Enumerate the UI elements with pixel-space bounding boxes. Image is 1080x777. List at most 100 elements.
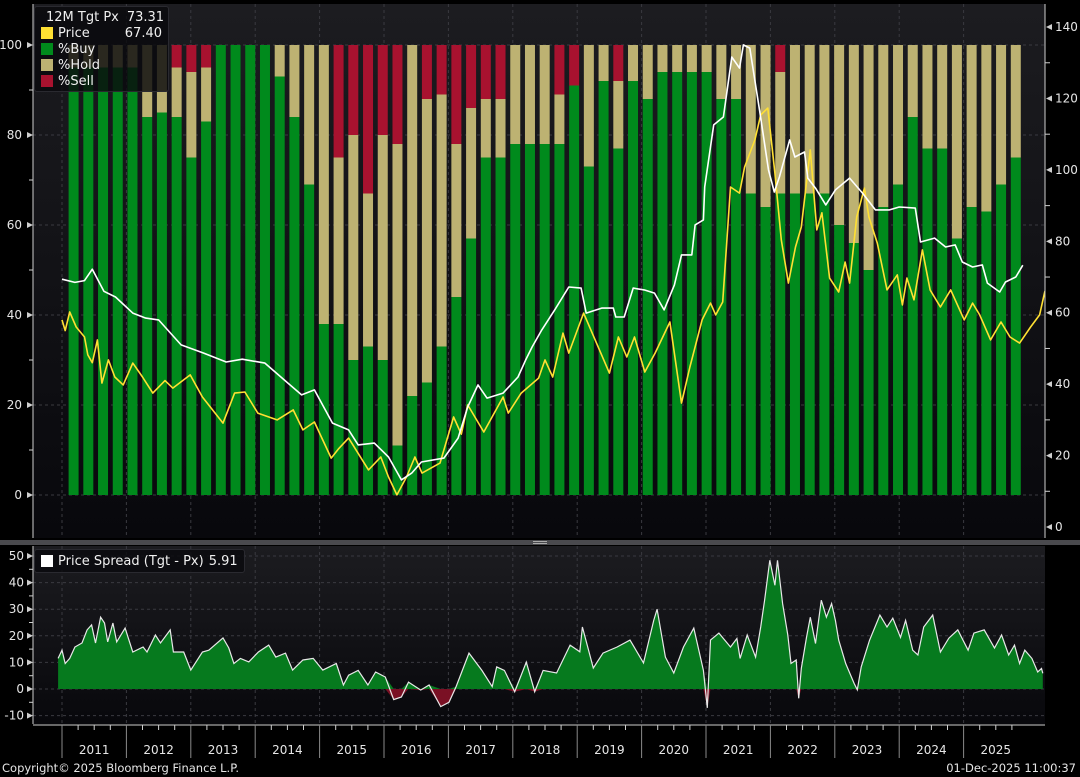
- bar-hold: [1010, 45, 1021, 158]
- bar-hold: [510, 45, 521, 144]
- bar-group: [951, 45, 962, 495]
- bar-group: [510, 45, 521, 495]
- spread-tick-label: 30: [9, 602, 24, 616]
- bar-hold: [598, 45, 609, 81]
- bar-group: [407, 45, 418, 495]
- price-line: [61, 107, 1045, 496]
- bar-hold: [907, 45, 918, 117]
- left-tick-label: 0: [14, 488, 22, 502]
- bar-hold: [304, 45, 315, 185]
- tick-marker-icon: [1046, 24, 1052, 31]
- bar-buy: [583, 166, 594, 495]
- tick-marker-icon: [27, 659, 33, 666]
- bar-buy: [245, 45, 256, 495]
- bar-buy: [834, 225, 845, 495]
- bar-hold: [878, 45, 889, 207]
- bar-group: [804, 45, 815, 495]
- bar-hold: [937, 45, 948, 149]
- bar-buy: [731, 99, 742, 495]
- bar-group: [981, 45, 992, 495]
- legend-item-spread[interactable]: Price Spread (Tgt - Px) 5.91: [35, 553, 238, 569]
- bar-hold: [363, 193, 374, 347]
- bar-buy: [377, 360, 388, 495]
- bar-group: [613, 45, 624, 495]
- bar-buy: [642, 99, 653, 495]
- year-label: 2024: [916, 743, 947, 757]
- bar-hold: [760, 45, 771, 207]
- bar-buy: [672, 72, 683, 495]
- bar-buy: [951, 238, 962, 495]
- legend-value: 67.40: [124, 25, 162, 41]
- bar-group: [922, 45, 933, 495]
- year-label: 2013: [208, 743, 239, 757]
- bar-buy: [407, 396, 418, 495]
- bar-buy: [156, 112, 167, 495]
- bar-group: [657, 45, 668, 495]
- bar-sell: [348, 45, 359, 135]
- bar-sell: [466, 45, 477, 108]
- bar-hold: [716, 45, 727, 99]
- bar-hold: [745, 45, 756, 194]
- bar-group: [554, 45, 565, 495]
- legend-item-hold[interactable]: %Hold: [35, 57, 168, 73]
- legend-item-sell[interactable]: %Sell: [35, 73, 168, 89]
- bar-sell: [392, 45, 403, 144]
- panel-divider[interactable]: [0, 540, 1080, 545]
- bar-sell: [201, 45, 212, 68]
- bar-group: [819, 45, 830, 495]
- divider-handle-icon[interactable]: [533, 541, 547, 542]
- bar-buy: [112, 67, 123, 495]
- bar-hold: [377, 135, 388, 360]
- bar-buy: [186, 157, 197, 495]
- bar-group: [672, 45, 683, 495]
- bar-hold: [701, 45, 712, 72]
- timestamp: 01-Dec-2025 11:00:37: [946, 761, 1076, 775]
- bar-group: [878, 45, 889, 495]
- bar-sell: [333, 45, 344, 158]
- legend-label: Price Spread (Tgt - Px): [58, 553, 204, 569]
- left-tick-label: 80: [7, 128, 22, 142]
- bar-hold: [289, 45, 300, 117]
- bar-group: [274, 45, 285, 495]
- legend-item-buy[interactable]: %Buy: [35, 41, 168, 57]
- copyright: Copyright© 2025 Bloomberg Finance L.P.: [2, 761, 239, 775]
- bar-hold: [848, 45, 859, 243]
- right-tick-label: 140: [1055, 20, 1078, 34]
- bar-buy: [318, 324, 329, 495]
- tick-marker-icon: [27, 222, 33, 228]
- bar-group: [495, 45, 506, 495]
- bar-group: [436, 45, 447, 495]
- bar-hold: [554, 94, 565, 144]
- legend-item-target-price[interactable]: 12M Tgt Px 73.31: [35, 9, 168, 25]
- bar-buy: [996, 184, 1007, 495]
- bar-group: [789, 45, 800, 495]
- legend-label: 12M Tgt Px: [46, 9, 119, 25]
- bar-hold: [407, 45, 418, 396]
- bar-group: [156, 45, 167, 495]
- legend-item-price[interactable]: Price 67.40: [35, 25, 168, 41]
- bar-group: [569, 45, 580, 495]
- bar-hold: [421, 99, 432, 383]
- tick-marker-icon: [1046, 309, 1052, 316]
- bar-sell: [480, 45, 491, 99]
- spread-axis: -10 0 10 20 30 40 50: [4, 546, 34, 724]
- bar-sell: [495, 45, 506, 99]
- bar-buy: [613, 148, 624, 495]
- bar-group: [363, 45, 374, 495]
- bar-group: [230, 45, 241, 495]
- bar-hold: [171, 67, 182, 117]
- tick-marker-icon: [27, 402, 33, 408]
- divider-handle-icon[interactable]: [533, 543, 547, 544]
- bar-buy: [848, 243, 859, 495]
- bar-hold: [628, 45, 639, 81]
- bar-hold: [480, 99, 491, 158]
- legend-label: %Buy: [58, 41, 96, 57]
- bar-buy: [524, 144, 535, 495]
- tick-marker-icon: [27, 492, 33, 498]
- bar-group: [1010, 45, 1021, 495]
- bar-buy: [142, 117, 153, 495]
- bar-buy: [598, 81, 609, 495]
- bar-hold: [318, 45, 329, 324]
- bar-buy: [480, 157, 491, 495]
- tick-marker-icon: [27, 712, 33, 719]
